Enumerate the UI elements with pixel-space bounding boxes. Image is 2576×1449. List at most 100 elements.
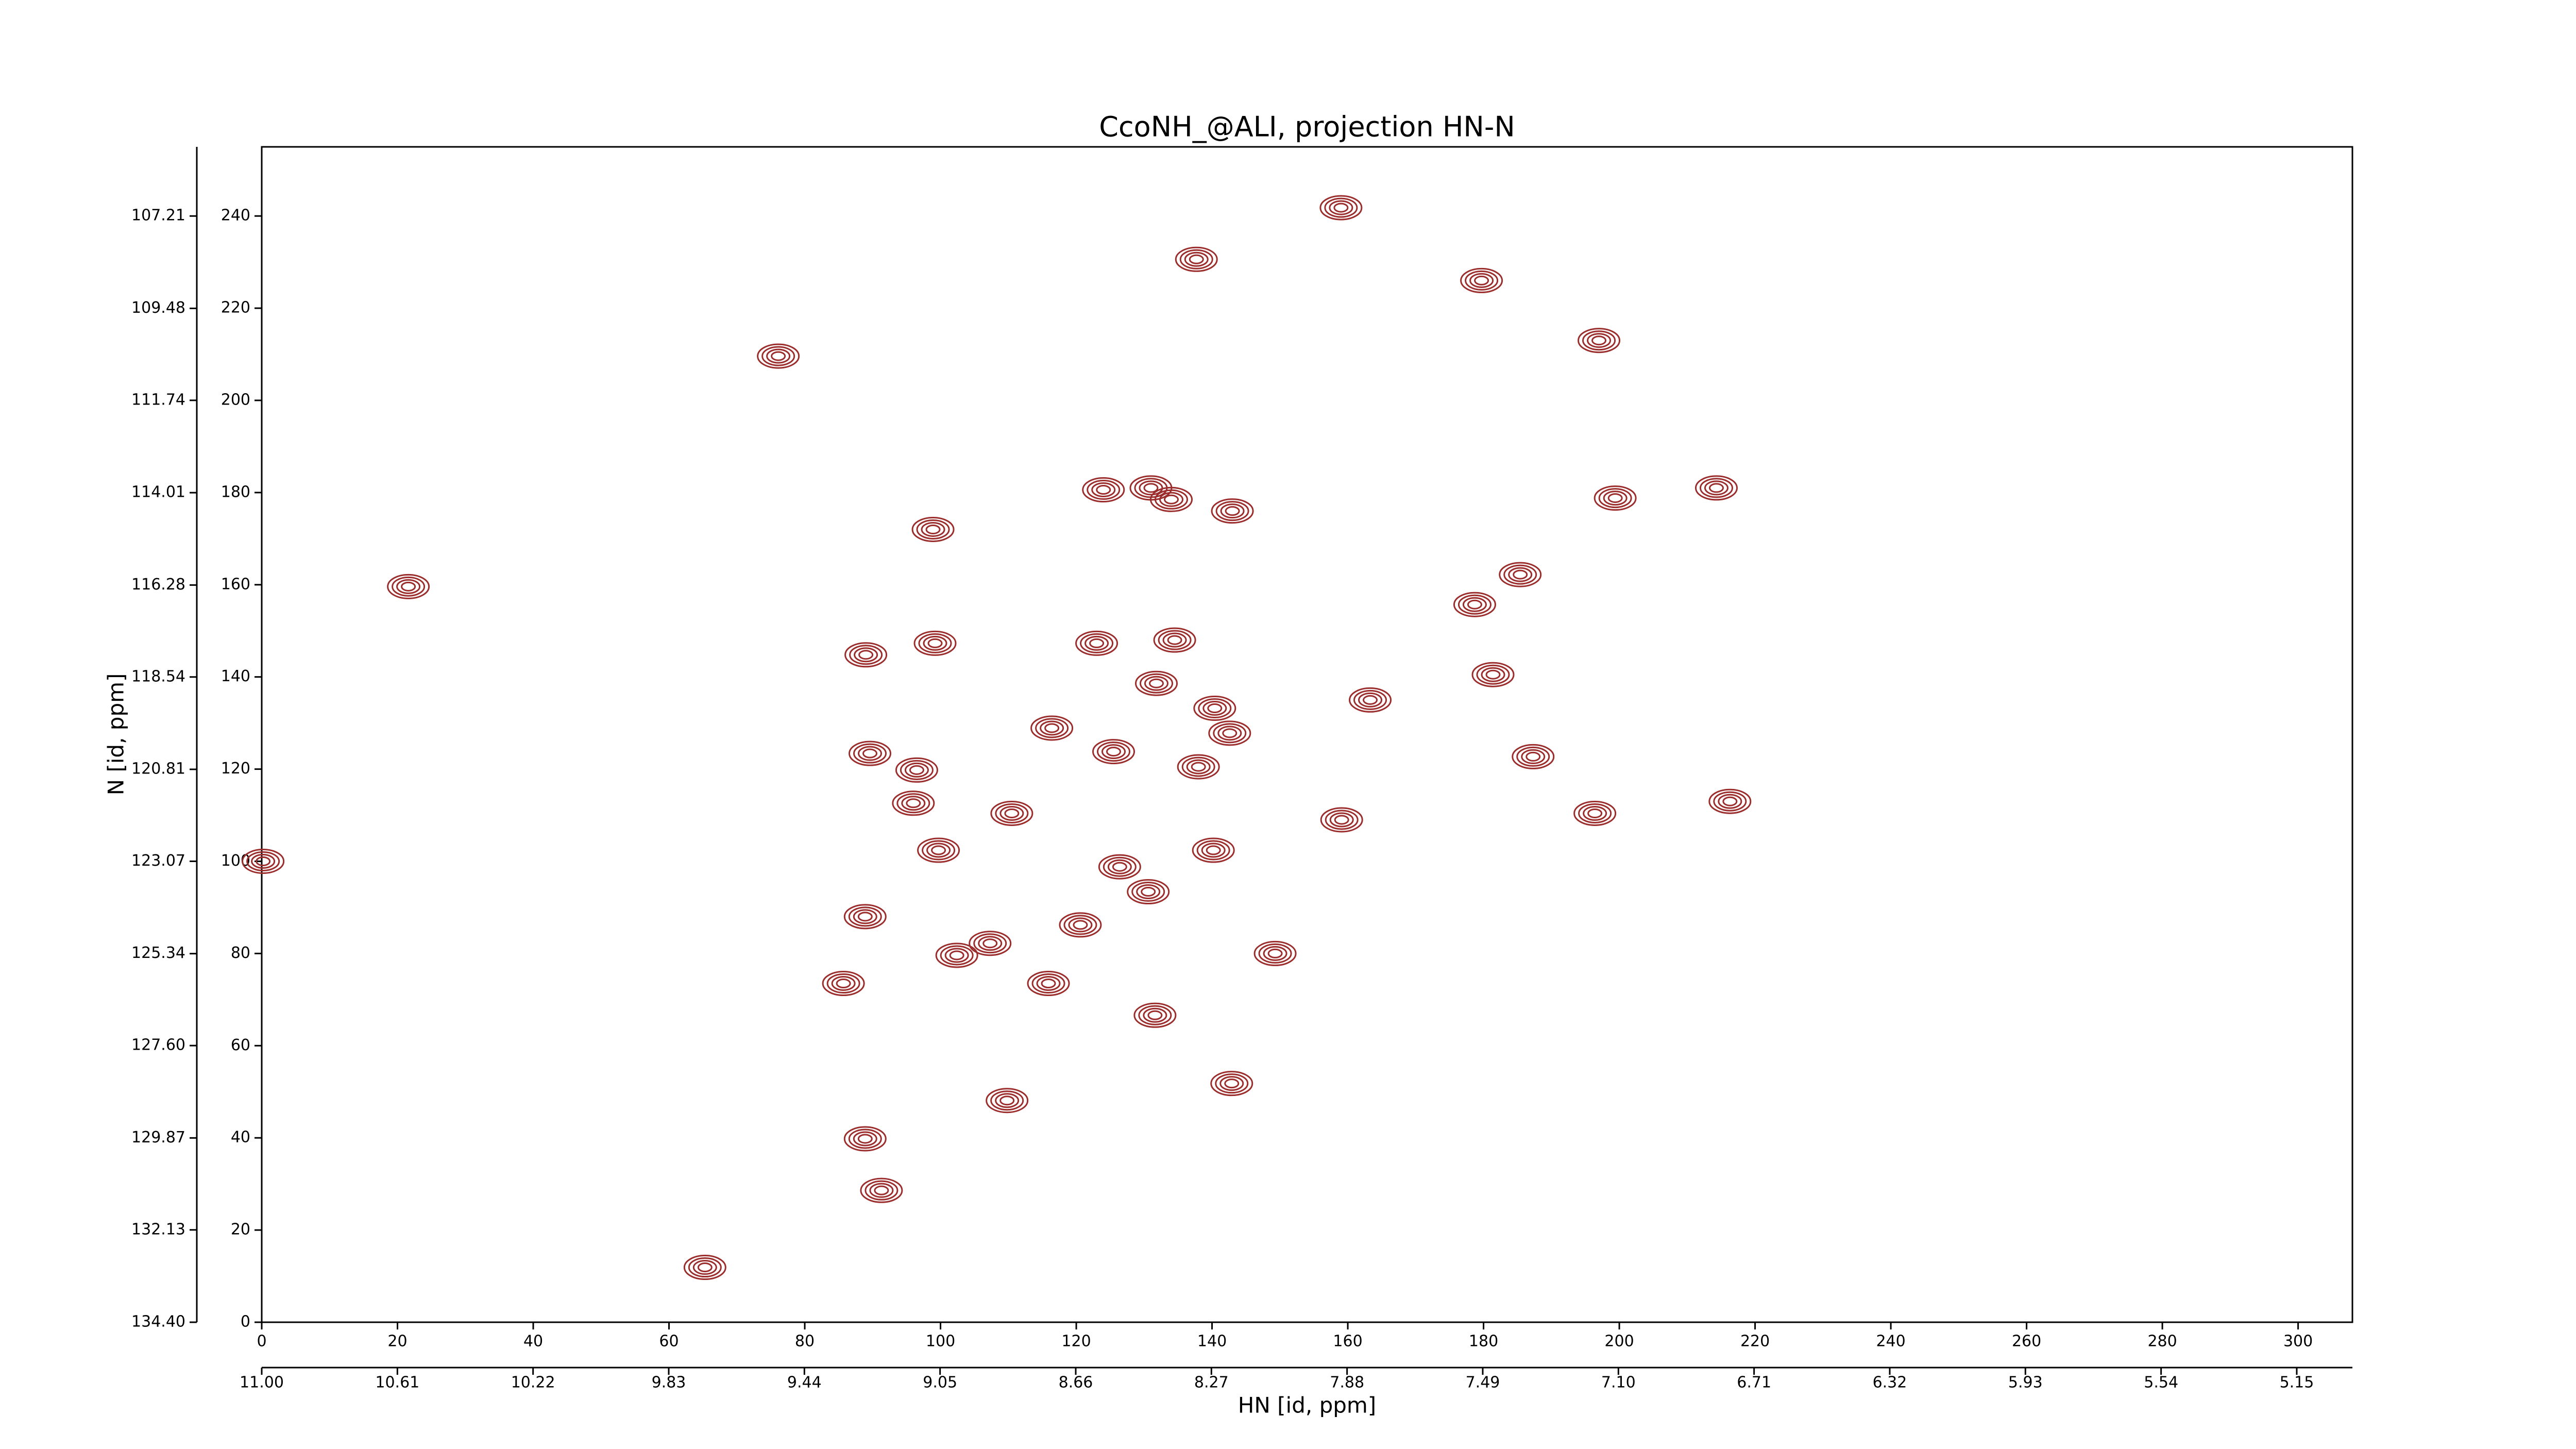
contour-ring [387,574,430,599]
contour-ring [1462,597,1487,612]
contour-ring [1068,917,1093,933]
peak-contour [683,1255,726,1280]
contour-ring [1206,845,1221,855]
contour-ring [1587,333,1612,348]
y2-tick-label: 109.48 [131,299,185,317]
y2-tick-label: 125.34 [131,944,185,962]
contour-ring [1030,715,1074,741]
contour-ring [1027,971,1070,997]
contour-ring [1526,751,1541,762]
peak-contour [1210,1071,1253,1097]
y2-tick-label: 129.87 [131,1128,185,1147]
contour-ring [1465,270,1499,291]
contour-ring [1098,854,1141,880]
contour-ring [1499,562,1542,587]
x-tick-label: 240 [1876,1333,1905,1351]
y-tick-label: 240 [221,207,250,225]
peak-contour [1349,687,1392,713]
peak-contour [1471,662,1515,687]
contour-ring [251,853,276,869]
peak-contour [1193,696,1236,721]
contour-ring [1219,1076,1244,1091]
contour-ring [892,790,935,816]
contour-ring [949,950,964,961]
contour-ring [1096,485,1111,495]
peak-contour [1320,807,1363,833]
x2-tick-label: 5.54 [2144,1374,2178,1392]
contour-ring [1324,197,1358,218]
contour-ring [1149,678,1164,688]
contour-ring [923,635,947,651]
contour-ring [1220,503,1245,519]
contour-ring [874,1185,889,1195]
y-tick-label: 40 [231,1128,250,1147]
contour-ring [401,581,416,592]
contour-ring [1207,703,1223,714]
y2-tick-label: 127.60 [131,1036,185,1054]
x2-tick-label: 10.61 [375,1374,419,1392]
contour-ring [1467,599,1482,610]
contour-ring [256,856,271,866]
contour-ring [925,524,941,534]
contour-ring [1147,1010,1163,1020]
contour-ring [931,845,946,855]
contour-ring [1353,689,1387,710]
contour-ring [1363,695,1378,705]
contour-ring [1587,808,1603,818]
x2-tick-label: 8.66 [1059,1374,1093,1392]
x-tick-label: 100 [926,1333,955,1351]
contour-ring [766,348,791,364]
contour-ring [1143,483,1159,493]
contour-ring [1215,1073,1249,1094]
peak-contour [1177,754,1220,780]
contour-ring [1192,837,1235,863]
contour-ring [1144,676,1169,691]
y-tick-label: 160 [221,575,250,593]
contour-ring [822,971,865,997]
contour-ring [1031,973,1065,994]
contour-ring [853,909,877,924]
x-tick-label: 20 [387,1333,407,1351]
contour-ring [1107,859,1132,874]
contour-ring [1073,920,1088,930]
contour-ring [896,793,930,814]
x-tick-label: 120 [1061,1333,1091,1351]
contour-ring [927,638,943,648]
contour-ring [978,936,1003,951]
peak-contour [1211,498,1254,524]
x2-tick-label: 11.00 [240,1374,284,1392]
peak-contour [1027,971,1070,997]
contour-ring [865,1180,899,1201]
contour-ring [1513,569,1528,580]
contour-ring [1179,249,1213,269]
contour-ring [909,765,924,775]
contour-ring [1004,808,1020,818]
y2-tick-label: 107.21 [131,207,185,225]
peak-contour [1319,195,1363,221]
contour-ring [1578,803,1612,823]
contour-ring [843,904,887,930]
contour-ring [1139,480,1163,496]
contour-ring [913,630,957,656]
x-tick-label: 280 [2147,1333,2177,1351]
contour-ring [1143,1007,1167,1023]
contour-ring [1485,669,1501,680]
contour-ring [1583,805,1607,821]
contour-ring [1141,887,1156,897]
contour-ring [1217,726,1242,741]
contour-ring [1222,728,1238,738]
x2-tick-label: 10.22 [511,1374,555,1392]
peak-contour [969,931,1012,956]
contour-ring [1133,1002,1177,1028]
contour-ring [1175,246,1218,272]
contour-ring [1063,915,1097,935]
contour-ring [1474,275,1489,285]
contour-ring [1127,879,1170,905]
peak-contour [917,837,960,863]
contour-ring [1329,200,1353,215]
peak-contour [1092,739,1136,765]
contour-ring [1159,492,1183,507]
contour-ring [858,746,883,761]
y-tick-label: 120 [221,760,250,778]
contour-ring [935,942,978,968]
